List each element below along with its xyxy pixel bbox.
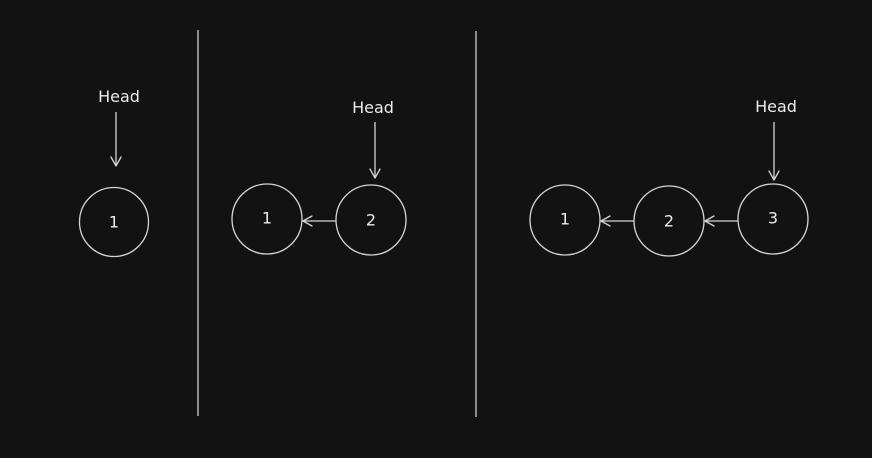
head-label: Head <box>98 87 140 106</box>
list-node: 1 <box>529 184 601 256</box>
panel-3: Head 1 2 3 <box>529 97 809 257</box>
node-circle <box>529 184 601 256</box>
node-value: 1 <box>560 210 570 229</box>
panel-2: Head 1 2 <box>231 98 407 256</box>
node-circle <box>335 184 407 256</box>
node-circle <box>633 185 705 257</box>
node-value: 1 <box>262 209 272 228</box>
list-node: 2 <box>633 185 705 257</box>
node-circle <box>231 183 303 255</box>
node-circle <box>78 186 150 258</box>
next-pointer-arrow <box>600 215 634 227</box>
head-label: Head <box>352 98 394 117</box>
list-node: 1 <box>78 186 150 258</box>
head-pointer-arrow <box>369 122 381 179</box>
node-value: 2 <box>366 211 376 230</box>
node-value: 1 <box>109 213 119 232</box>
list-node: 1 <box>231 183 303 255</box>
node-value: 2 <box>664 212 674 231</box>
list-node: 3 <box>737 183 809 255</box>
node-value: 3 <box>768 209 778 228</box>
head-pointer-arrow <box>768 122 780 181</box>
panel-1: Head 1 <box>78 87 150 258</box>
head-label: Head <box>755 97 797 116</box>
next-pointer-arrow <box>302 215 336 227</box>
node-circle <box>737 183 809 255</box>
head-pointer-arrow <box>110 112 122 167</box>
next-pointer-arrow <box>704 215 738 227</box>
list-node: 2 <box>335 184 407 256</box>
